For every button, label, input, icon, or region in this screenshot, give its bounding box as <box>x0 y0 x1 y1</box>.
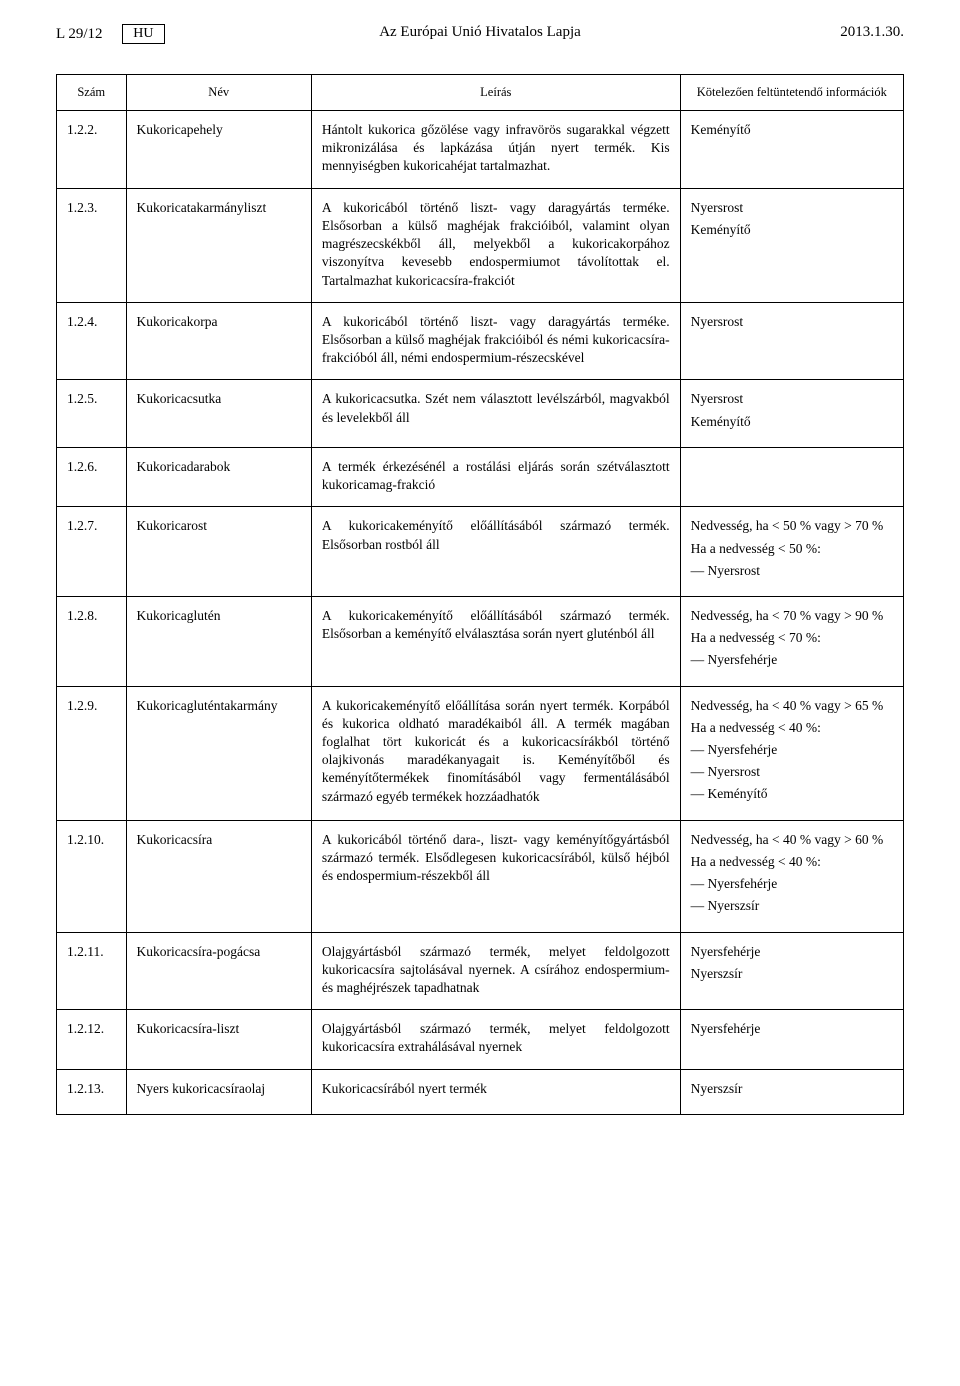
page: L 29/12 HU Az Európai Unió Hivatalos Lap… <box>0 0 960 1155</box>
cell-info: Nyersfehérje <box>680 1010 903 1069</box>
info-line: Nedvesség, ha < 50 % vagy > 70 % <box>691 517 893 535</box>
cell-number: 1.2.6. <box>57 447 127 506</box>
info-line: Ha a nedvesség < 40 %: <box>691 853 893 871</box>
cell-name: Kukoricaglutén <box>126 596 311 686</box>
info-line: Nyersfehérje <box>691 943 893 961</box>
cell-info: Nedvesség, ha < 40 % vagy > 60 % Ha a ned… <box>680 820 903 932</box>
cell-name: Kukoricaglutén­takarmány <box>126 686 311 820</box>
cell-description: A termék érkezésénél a rostálási eljárás… <box>311 447 680 506</box>
cell-description: A kukoricából történő liszt- vagy daragy… <box>311 302 680 380</box>
table-row: 1.2.9.Kukoricaglutén­takarmányA kukorica… <box>57 686 904 820</box>
cell-description: Olajgyártásból származó termék, melyet f… <box>311 1010 680 1069</box>
cell-number: 1.2.12. <box>57 1010 127 1069</box>
cell-name: Nyers kukoricacsíra­olaj <box>126 1069 311 1114</box>
cell-name: Kukoricacsíra-liszt <box>126 1010 311 1069</box>
cell-description: Olajgyártásból származó termék, melyet f… <box>311 932 680 1010</box>
col-header-info: Kötelezően feltüntetendő információk <box>680 75 903 111</box>
cell-info: Keményítő <box>680 111 903 189</box>
cell-name: Kukoricacsíra-pogácsa <box>126 932 311 1010</box>
cell-description: A kukoricakeményítő előállításából szárm… <box>311 596 680 686</box>
info-line: Nyerszsír <box>691 1080 893 1098</box>
cell-description: Kukoricacsírából nyert termék <box>311 1069 680 1114</box>
cell-name: Kukoricadarabok <box>126 447 311 506</box>
table-row: 1.2.3.Kukorica­takarmánylisztA kukoricáb… <box>57 188 904 302</box>
journal-title: Az Európai Unió Hivatalos Lapja <box>56 24 904 41</box>
cell-name: Kukoricarost <box>126 507 311 597</box>
table-row: 1.2.13.Nyers kukoricacsíra­olajKukoricac… <box>57 1069 904 1114</box>
cell-info: Nyersrost Keményítő <box>680 380 903 447</box>
cell-info: Nyersrost Keményítő <box>680 188 903 302</box>
cell-name: Kukoricacsíra <box>126 820 311 932</box>
cell-description: A kukoricakeményítő előállítása során ny… <box>311 686 680 820</box>
cell-name: Kukoricakorpa <box>126 302 311 380</box>
table-header-row: Szám Név Leírás Kötelezően feltüntetendő… <box>57 75 904 111</box>
table-row: 1.2.4.KukoricakorpaA kukoricából történő… <box>57 302 904 380</box>
info-line: — Nyersrost <box>691 562 893 580</box>
col-header-name: Név <box>126 75 311 111</box>
info-line: Keményítő <box>691 413 893 431</box>
cell-info <box>680 447 903 506</box>
info-line: Nyersrost <box>691 313 893 331</box>
table-row: 1.2.11.Kukoricacsíra-pogácsaOlajgyártásb… <box>57 932 904 1010</box>
feed-materials-table: Szám Név Leírás Kötelezően feltüntetendő… <box>56 74 904 1115</box>
info-line: Ha a nedvesség < 70 %: <box>691 629 893 647</box>
cell-info: Nedvesség, ha < 70 % vagy > 90 % Ha a ned… <box>680 596 903 686</box>
table-row: 1.2.7.KukoricarostA kukoricakeményítő el… <box>57 507 904 597</box>
cell-description: A kukoricából történő dara-, liszt- vagy… <box>311 820 680 932</box>
info-line: Nedvesség, ha < 40 % vagy > 65 % <box>691 697 893 715</box>
cell-info: Nedvesség, ha < 40 % vagy > 65 % Ha a ned… <box>680 686 903 820</box>
info-line: Keményítő <box>691 121 893 139</box>
table-row: 1.2.12.Kukoricacsíra-lisztOlajgyártásból… <box>57 1010 904 1069</box>
info-line: — Nyersfehérje <box>691 651 893 669</box>
info-line: Nedvesség, ha < 70 % vagy > 90 % <box>691 607 893 625</box>
cell-name: Kukorica­takarmányliszt <box>126 188 311 302</box>
cell-info: Nedvesség, ha < 50 % vagy > 70 % Ha a ned… <box>680 507 903 597</box>
cell-description: A kukoricacsutka. Szét nem választott le… <box>311 380 680 447</box>
info-line: Nyersrost <box>691 390 893 408</box>
cell-info: Nyerszsír <box>680 1069 903 1114</box>
table-row: 1.2.2.KukoricapehelyHántolt kukorica gőz… <box>57 111 904 189</box>
col-header-desc: Leírás <box>311 75 680 111</box>
cell-number: 1.2.9. <box>57 686 127 820</box>
cell-number: 1.2.5. <box>57 380 127 447</box>
info-line: — Nyersrost <box>691 763 893 781</box>
info-line: — Nyersfehérje <box>691 741 893 759</box>
cell-number: 1.2.11. <box>57 932 127 1010</box>
table-row: 1.2.6.KukoricadarabokA termék érkezéséné… <box>57 447 904 506</box>
cell-name: Kukoricacsutka <box>126 380 311 447</box>
header-date: 2013.1.30. <box>840 24 904 41</box>
page-header: L 29/12 HU Az Európai Unió Hivatalos Lap… <box>56 24 904 46</box>
cell-description: A kukoricakeményítő előállításából szárm… <box>311 507 680 597</box>
table-row: 1.2.8.KukoricagluténA kukoricakeményítő … <box>57 596 904 686</box>
col-header-num: Szám <box>57 75 127 111</box>
cell-info: Nyersrost <box>680 302 903 380</box>
cell-number: 1.2.3. <box>57 188 127 302</box>
table-row: 1.2.10.KukoricacsíraA kukoricából történ… <box>57 820 904 932</box>
cell-description: A kukoricából történő liszt- vagy daragy… <box>311 188 680 302</box>
cell-number: 1.2.10. <box>57 820 127 932</box>
info-line: — Nyersfehérje <box>691 875 893 893</box>
info-line: Ha a nedvesség < 50 %: <box>691 540 893 558</box>
cell-number: 1.2.4. <box>57 302 127 380</box>
cell-info: Nyersfehérje Nyerszsír <box>680 932 903 1010</box>
info-line: Nyerszsír <box>691 965 893 983</box>
info-line: — Keményítő <box>691 785 893 803</box>
cell-description: Hántolt kukorica gőzölése vagy infravörö… <box>311 111 680 189</box>
info-line: Ha a nedvesség < 40 %: <box>691 719 893 737</box>
cell-name: Kukoricapehely <box>126 111 311 189</box>
info-line: Nedvesség, ha < 40 % vagy > 60 % <box>691 831 893 849</box>
cell-number: 1.2.8. <box>57 596 127 686</box>
cell-number: 1.2.7. <box>57 507 127 597</box>
table-body: 1.2.2.KukoricapehelyHántolt kukorica gőz… <box>57 111 904 1115</box>
cell-number: 1.2.13. <box>57 1069 127 1114</box>
cell-number: 1.2.2. <box>57 111 127 189</box>
info-line: Nyersrost <box>691 199 893 217</box>
info-line: Keményítő <box>691 221 893 239</box>
table-row: 1.2.5.KukoricacsutkaA kukoricacsutka. Sz… <box>57 380 904 447</box>
info-line: Nyersfehérje <box>691 1020 893 1038</box>
info-line: — Nyerszsír <box>691 897 893 915</box>
